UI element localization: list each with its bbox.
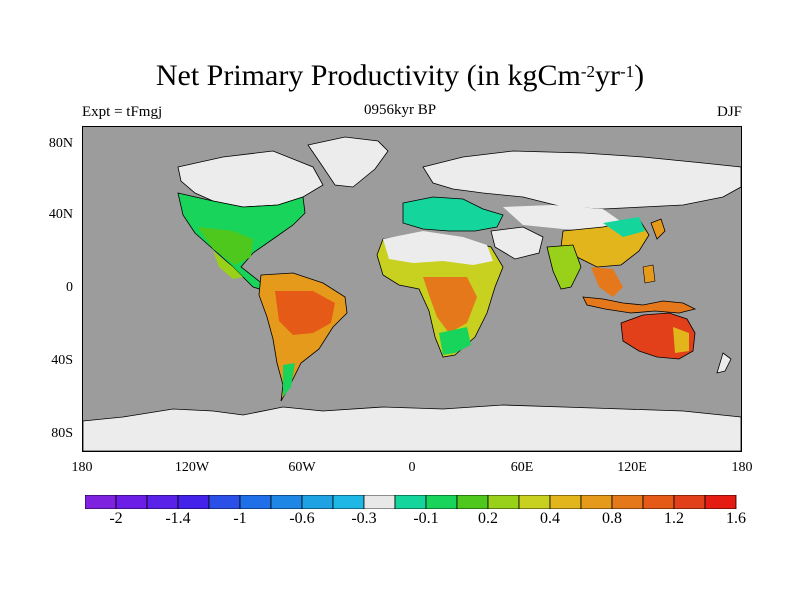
australia-east <box>673 327 689 353</box>
indonesia <box>582 296 697 314</box>
lon-label-120w: 120W <box>174 460 210 475</box>
colorbar-swatch <box>85 495 117 509</box>
southeast-asia <box>591 267 623 297</box>
eurasia-ice <box>422 150 741 210</box>
colorbar-label: -0.6 <box>289 510 315 527</box>
colorbar-label: 0.8 <box>602 510 622 527</box>
colorbar-swatch <box>146 495 179 509</box>
colorbar-swatch <box>487 495 520 509</box>
lon-label-0: 0 <box>408 460 416 475</box>
colorbar-label: -0.1 <box>413 510 439 527</box>
colorbar-swatch <box>208 495 241 509</box>
mexico <box>213 251 243 279</box>
japan <box>650 218 666 240</box>
colorbar-label: -2 <box>109 510 123 527</box>
india <box>546 244 582 290</box>
lon-label-180w: 180 <box>71 460 93 475</box>
greenland <box>307 136 389 188</box>
colorbar-swatch <box>580 495 613 509</box>
colorbar-swatch <box>301 495 334 509</box>
colorbar-swatch <box>115 495 148 509</box>
colorbar-swatch <box>673 495 706 509</box>
colorbar-label: -0.3 <box>351 510 377 527</box>
colorbar-swatch <box>549 495 582 509</box>
colorbar-swatch <box>456 495 489 509</box>
colorbar-swatch <box>332 495 365 509</box>
colorbar-swatch <box>518 495 551 509</box>
map-title: Net Primary Productivity (in kgCm-2yr-1) <box>155 59 645 92</box>
colorbar-swatch <box>425 495 458 509</box>
north-america-south <box>198 227 253 265</box>
colorbar <box>85 495 737 509</box>
lat-label-40s: 40S <box>51 353 73 368</box>
colorbar-swatch <box>363 495 396 509</box>
time-label: 0956kyr BP <box>363 102 437 118</box>
amazon <box>275 291 335 335</box>
colorbar-swatch <box>642 495 675 509</box>
colorbar-swatch <box>704 495 737 509</box>
colorbar-label: -1.4 <box>165 510 191 527</box>
colorbar-swatch <box>177 495 210 509</box>
lat-label-40n: 40N <box>48 207 73 222</box>
antarctica <box>83 404 741 451</box>
experiment-label: Expt = tFmgj <box>82 104 163 120</box>
lat-label-80n: 80N <box>48 136 73 151</box>
central-asia <box>503 205 623 231</box>
central-africa <box>423 277 477 333</box>
lon-label-180e: 180 <box>731 460 753 475</box>
npp-map <box>82 126 742 452</box>
patagonia <box>283 363 295 397</box>
new-zealand <box>716 352 732 374</box>
china-green <box>603 217 645 237</box>
philippines <box>642 264 656 284</box>
colorbar-label: 0.2 <box>478 510 498 527</box>
colorbar-label: 1.2 <box>664 510 684 527</box>
lon-label-120e: 120E <box>617 460 647 475</box>
sahara <box>383 231 493 265</box>
colorbar-swatch <box>270 495 303 509</box>
lon-label-60w: 60W <box>288 460 316 475</box>
lat-label-80s: 80S <box>51 426 73 441</box>
colorbar-label: -1 <box>233 510 247 527</box>
colorbar-swatch <box>611 495 644 509</box>
lat-label-0: 0 <box>66 280 73 295</box>
colorbar-label: 0.4 <box>540 510 560 527</box>
lon-label-60e: 60E <box>510 460 534 475</box>
middle-east <box>490 226 544 260</box>
europe <box>402 196 504 232</box>
season-label: DJF <box>716 104 742 120</box>
colorbar-label: 1.6 <box>726 510 746 527</box>
colorbar-swatch <box>394 495 427 509</box>
south-africa <box>439 327 471 355</box>
colorbar-swatch <box>239 495 272 509</box>
